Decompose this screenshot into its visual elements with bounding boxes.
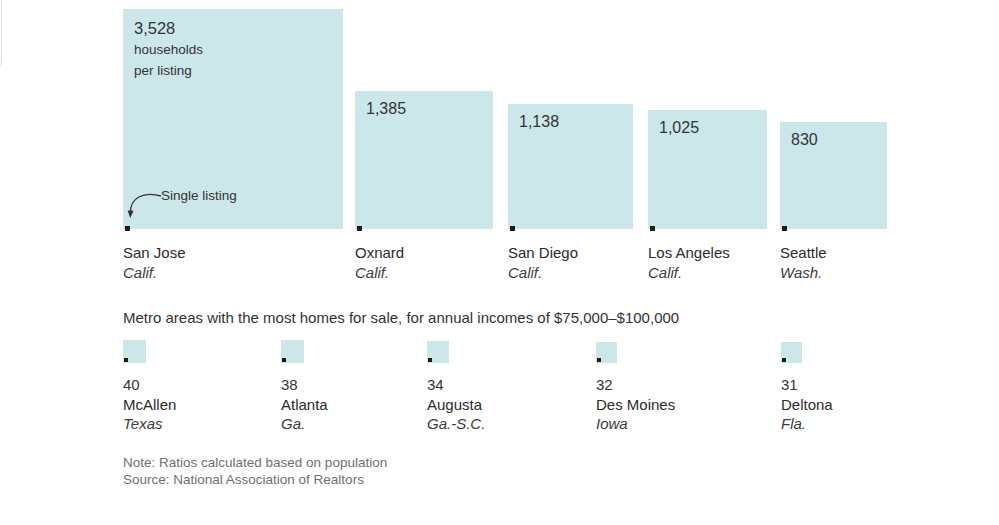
single-listing-marker [124,358,128,362]
value-label: 31 [781,375,833,395]
city-label: Los Angeles [648,243,730,263]
chart-source: Source: National Association of Realtors [123,472,364,487]
value-label: 1,138 [519,112,559,131]
city-label: Des Moines [596,395,675,415]
metro-square: 830 [780,122,887,229]
city-label: Oxnard [355,243,404,263]
state-label: Calif. [648,263,730,283]
metro-label: San DiegoCalif. [508,243,578,282]
state-label: Texas [123,414,176,434]
state-label: Calif. [508,263,578,283]
state-label: Ga. [281,414,328,434]
value-label: 1,385 [366,99,406,118]
chart-note: Note: Ratios calculated based on populat… [123,455,387,470]
value-label: 3,528householdsper listing [134,19,203,80]
state-label: Fla. [781,414,833,434]
value-label: 1,025 [659,118,699,137]
metro-square [123,340,146,363]
state-label: Calif. [355,263,404,283]
single-listing-marker [282,358,286,362]
metro-square [781,342,802,363]
metro-square [281,340,304,363]
metro-label: 38AtlantaGa. [281,375,328,434]
metro-label: 34AugustaGa.-S.C. [427,375,485,434]
single-listing-marker [650,226,655,231]
value-suffix-label: households [134,41,203,59]
state-label: Iowa [596,414,675,434]
offscreen-card-corner [0,0,2,72]
single-listing-annotation: Single listing [161,188,237,203]
single-listing-marker [597,358,601,362]
metro-square: 1,025 [648,110,767,229]
single-listing-marker [510,226,515,231]
value-label: 34 [427,375,485,395]
value-suffix-label: per listing [134,62,203,80]
value-label: 38 [281,375,328,395]
metro-label: San JoseCalif. [123,243,186,282]
metro-label: SeattleWash. [780,243,827,282]
metro-label: 40McAllenTexas [123,375,176,434]
single-listing-marker [782,226,787,231]
city-label: Deltona [781,395,833,415]
single-listing-marker [782,358,786,362]
chart-canvas: 3,528householdsper listingSan JoseCalif.… [0,0,999,525]
single-listing-marker [357,226,362,231]
single-listing-marker [428,358,432,362]
city-label: Augusta [427,395,485,415]
metro-square: 1,138 [508,104,633,229]
city-label: San Jose [123,243,186,263]
state-label: Ga.-S.C. [427,414,485,434]
value-label: 40 [123,375,176,395]
metro-square [596,342,617,363]
metro-square [427,341,449,363]
state-label: Calif. [123,263,186,283]
metro-label: 31DeltonaFla. [781,375,833,434]
city-label: San Diego [508,243,578,263]
value-label: 32 [596,375,675,395]
metro-label: OxnardCalif. [355,243,404,282]
metro-square: 1,385 [355,91,493,229]
metro-label: Los AngelesCalif. [648,243,730,282]
city-label: Seattle [780,243,827,263]
state-label: Wash. [780,263,827,283]
city-label: Atlanta [281,395,328,415]
chart-subtitle: Metro areas with the most homes for sale… [123,309,679,326]
value-label: 830 [791,130,818,149]
metro-label: 32Des MoinesIowa [596,375,675,434]
city-label: McAllen [123,395,176,415]
